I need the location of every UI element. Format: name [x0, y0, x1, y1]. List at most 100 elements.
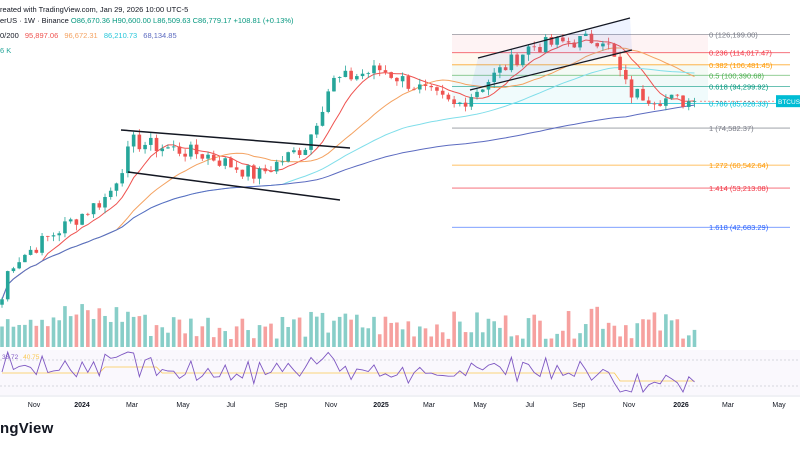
- candle: [389, 71, 393, 80]
- volume-bar: [355, 314, 359, 347]
- candle-body: [234, 167, 239, 170]
- candle: [40, 232, 44, 256]
- candle-body: [566, 41, 571, 43]
- time-tick-label: Jul: [526, 402, 535, 409]
- candle-body: [561, 37, 565, 42]
- volume-bar: [183, 333, 187, 347]
- candle: [5, 270, 10, 302]
- volume-bar: [252, 338, 256, 347]
- candle-body: [400, 76, 405, 82]
- candle-body: [103, 197, 107, 208]
- volume-bar: [91, 318, 96, 347]
- candle: [303, 147, 308, 156]
- candle-body: [86, 213, 90, 215]
- candle: [452, 95, 456, 108]
- candle: [629, 75, 634, 104]
- candle-body: [51, 235, 56, 237]
- candle-body: [583, 33, 588, 37]
- candle: [349, 67, 353, 82]
- candle: [326, 88, 331, 114]
- candle: [463, 97, 468, 112]
- ma3-value: 86,210.73: [103, 31, 138, 40]
- candle: [372, 60, 376, 80]
- time-tick-label: Mar: [722, 402, 735, 409]
- candle-body: [440, 90, 445, 95]
- candle-body: [606, 43, 611, 45]
- candle-body: [257, 168, 262, 179]
- candle: [521, 54, 525, 68]
- volume-bar: [429, 336, 434, 347]
- candle-body: [383, 70, 388, 73]
- fib-label: 0.382 (106,481.45): [709, 61, 773, 70]
- candle: [51, 232, 56, 242]
- candle: [0, 297, 4, 308]
- candle: [160, 144, 165, 157]
- candle-body: [549, 37, 554, 45]
- candle-body: [280, 161, 285, 163]
- candle: [68, 217, 73, 224]
- ma-label[interactable]: 0/200: [0, 31, 19, 40]
- candle-body: [206, 154, 210, 159]
- volume-legend: 6 K: [0, 46, 12, 55]
- volume-bar: [612, 325, 617, 347]
- volume-bar: [51, 317, 56, 347]
- volume-bar: [297, 317, 302, 347]
- ma-legend-row: 0/200 95,897.06 96,672.31 86,210.73 68,1…: [0, 31, 177, 40]
- volume-bar: [641, 319, 645, 347]
- candle-body: [692, 101, 697, 102]
- candle: [446, 92, 451, 102]
- fib-label: 0.236 (114,017.47): [709, 49, 772, 58]
- ma2-value: 96,672.31: [64, 31, 98, 40]
- candle: [74, 218, 79, 231]
- volume-bar: [366, 328, 371, 347]
- channel-fill: [470, 18, 632, 90]
- candle-body: [166, 147, 170, 149]
- candle-body: [664, 98, 668, 106]
- volume-bar: [86, 310, 90, 347]
- candle-body: [498, 67, 502, 73]
- candle: [538, 43, 542, 53]
- time-tick-label: Mar: [126, 402, 139, 409]
- volume-bar: [28, 319, 33, 347]
- volume-bar: [475, 312, 479, 347]
- volume-bar: [675, 319, 680, 347]
- volume-bar: [223, 331, 227, 347]
- volume-bar: [200, 326, 205, 347]
- time-tick-label: Mar: [423, 402, 436, 409]
- candle: [366, 71, 371, 78]
- volume-bar: [372, 316, 376, 347]
- symbol-label[interactable]: erUS · 1W · Binance: [0, 16, 69, 25]
- volume-bar: [194, 336, 199, 347]
- volume-bar: [377, 334, 382, 347]
- volume-bar: [166, 332, 170, 347]
- volume-bar: [681, 338, 685, 347]
- volume-bar: [549, 338, 554, 347]
- volume-bar: [17, 324, 21, 347]
- volume-bar: [360, 327, 365, 347]
- candle-body: [526, 46, 531, 55]
- volume-bar: [74, 314, 79, 347]
- candle-body: [5, 271, 10, 300]
- candle-body: [240, 169, 245, 177]
- candle-body: [108, 190, 113, 198]
- volume-bar: [229, 338, 233, 347]
- volume-bar: [154, 325, 159, 347]
- candle-body: [171, 146, 176, 148]
- candle-body: [423, 84, 428, 86]
- fib-label: 1.618 (42,683.29): [709, 223, 769, 232]
- candle-body: [389, 72, 393, 78]
- volume-bar: [97, 308, 102, 347]
- candle-body: [80, 213, 84, 225]
- candle-body: [658, 103, 662, 106]
- candle: [417, 78, 422, 94]
- volume-bar: [171, 317, 176, 347]
- candle: [641, 85, 645, 101]
- volume-bar: [624, 325, 628, 347]
- volume-bar: [692, 329, 697, 347]
- candle-body: [543, 37, 548, 53]
- candle: [314, 122, 319, 138]
- candle-body: [572, 42, 577, 48]
- candle-body: [252, 165, 256, 179]
- candle: [469, 93, 474, 110]
